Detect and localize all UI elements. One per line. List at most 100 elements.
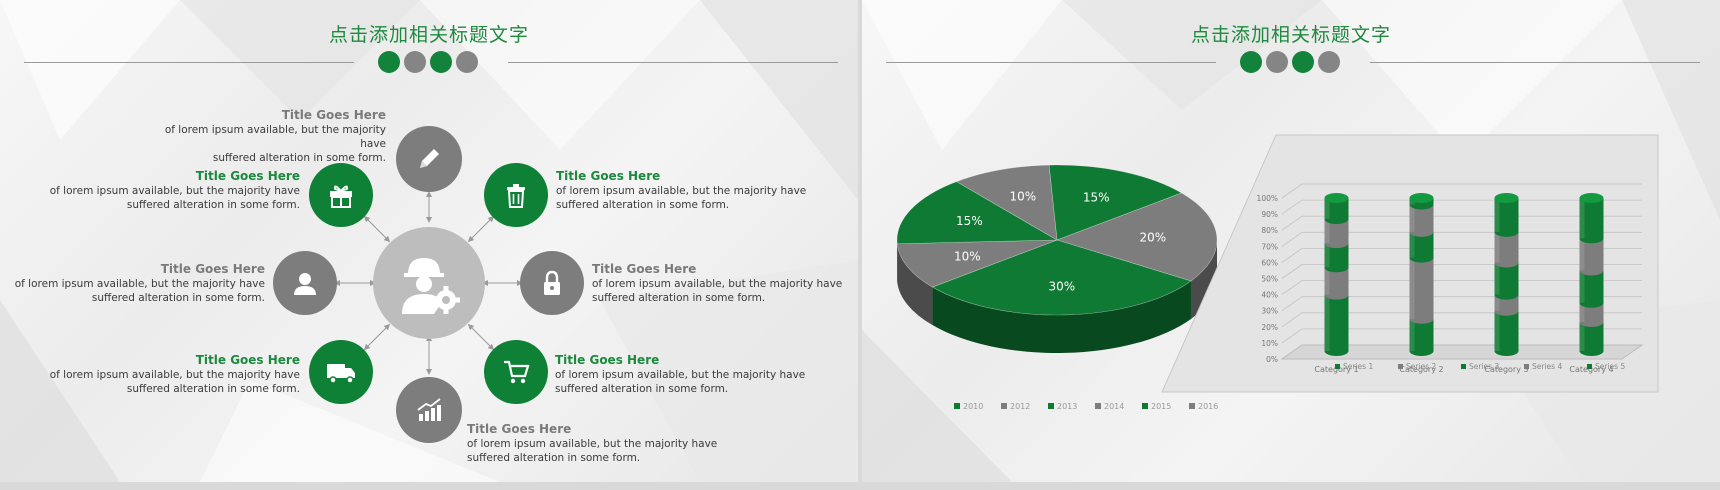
bar-y-tick-label: 70% — [1261, 242, 1278, 251]
dot-green — [378, 51, 400, 73]
bar-segment-highlight — [1494, 231, 1500, 263]
item-upper-right-text: Title Goes Here of lorem ipsum available… — [556, 169, 816, 212]
bar-legend-swatch — [1587, 364, 1592, 369]
bar-segment-highlight — [1579, 302, 1585, 323]
bar-column: Category 2 — [1399, 193, 1444, 374]
pie-slice-label: 20% — [1140, 231, 1167, 245]
slide-left: 点击添加相关标题文字 — [0, 0, 858, 482]
slide-title: 点击添加相关标题文字 — [328, 24, 529, 46]
bar-gridline-side — [1281, 183, 1303, 199]
worker-gear-icon — [402, 258, 460, 314]
item-upper-left-text: Title Goes Here of lorem ipsum available… — [40, 169, 300, 212]
truck-icon — [327, 364, 355, 384]
bar-segment-highlight — [1324, 294, 1330, 351]
title-rule-right — [1370, 62, 1700, 63]
title-rule-left — [886, 62, 1216, 63]
bar-legend-label: Series 1 — [1343, 362, 1373, 371]
bar-category-label: Category 1 — [1314, 365, 1358, 374]
item-body: of lorem ipsum available, but the majori… — [592, 278, 843, 290]
bar-segment — [1324, 198, 1349, 224]
bar-segment-highlight — [1494, 294, 1500, 311]
item-lower-right-text: Title Goes Here of lorem ipsum available… — [555, 353, 815, 396]
node-upper-right — [484, 163, 548, 227]
bar-segment — [1494, 231, 1519, 268]
bar-y-tick-label: 20% — [1261, 323, 1278, 332]
pie-legend-label: 2016 — [1198, 402, 1218, 411]
item-body: suffered alteration in some form. — [212, 152, 386, 164]
bar-legend-swatch — [1524, 364, 1529, 369]
pie-slice-side — [932, 280, 1191, 353]
bar-segment-highlight — [1409, 204, 1415, 232]
pie-chart: 15%20%30%10%15%10%2010 2012 2013 2014 2015 20… — [896, 164, 1218, 411]
pie-legend-label: 2013 — [1057, 402, 1077, 411]
bar-legend-label: Series 3 — [1469, 362, 1499, 371]
user-icon — [294, 273, 316, 295]
node-lower-left — [309, 340, 373, 404]
bar-y-tick-label: 30% — [1261, 307, 1278, 316]
item-body: suffered alteration in some form. — [91, 292, 265, 304]
bar-segment — [1409, 318, 1434, 357]
bar-segment-highlight — [1579, 322, 1585, 351]
bar-segment — [1409, 257, 1434, 324]
item-body: suffered alteration in some form. — [126, 199, 300, 211]
pie-legend-label: 2010 — [963, 402, 983, 411]
bar-segment — [1324, 267, 1349, 300]
bar-segment — [1579, 322, 1604, 357]
bar-segment-highlight — [1579, 238, 1585, 271]
bar-gridline-side — [1281, 248, 1303, 263]
bar-segment — [1409, 231, 1434, 263]
bar-column: Category 4 — [1569, 193, 1614, 374]
bar-top-cap — [1324, 193, 1349, 204]
bar-legend-label: Series 2 — [1406, 362, 1436, 371]
pie-legend-swatch — [1189, 403, 1195, 409]
bar-segment — [1579, 198, 1604, 244]
pie-slice-label: 10% — [954, 250, 981, 264]
bar-y-tick-label: 100% — [1257, 194, 1278, 203]
bar-segment-highlight — [1409, 318, 1415, 351]
bar-segment — [1579, 302, 1604, 328]
pie-slice-label: 30% — [1048, 279, 1075, 293]
pie-slice-side — [1190, 240, 1217, 319]
bar-legend-swatch — [1461, 364, 1466, 369]
item-top-text: Title Goes Here of lorem ipsum available… — [140, 108, 386, 165]
bar-y-tick-label: 40% — [1261, 291, 1278, 300]
bar-segment-highlight — [1409, 231, 1415, 258]
pie-legend-swatch — [1142, 403, 1148, 409]
title-dots — [1240, 51, 1340, 73]
item-body: of lorem ipsum available, but the majori… — [467, 438, 718, 450]
center-hub — [373, 227, 485, 339]
bar-column: Category 1 — [1314, 193, 1359, 374]
dot-green — [1292, 51, 1314, 73]
bar-y-tick-label: 50% — [1261, 275, 1278, 284]
bar-floor — [1280, 344, 1644, 360]
item-heading: Title Goes Here — [556, 169, 661, 183]
pie-legend-label: 2015 — [1151, 402, 1171, 411]
bar-segment-highlight — [1324, 243, 1330, 268]
item-right-text: Title Goes Here of lorem ipsum available… — [592, 262, 852, 305]
bar-gridline-side — [1281, 231, 1303, 247]
node-lower-right — [484, 340, 548, 404]
item-body: of lorem ipsum available, but the majori… — [556, 185, 807, 197]
bar-gridline-side — [1281, 199, 1303, 215]
item-heading: Title Goes Here — [467, 422, 572, 436]
bar-category-label: Category 3 — [1484, 365, 1528, 374]
item-heading: Title Goes Here — [195, 169, 300, 183]
bar-gridline-side — [1281, 296, 1303, 312]
bar-legend-label: Series 4 — [1532, 362, 1562, 371]
bar-segment-highlight — [1324, 267, 1330, 295]
pie-slice — [955, 164, 1058, 241]
item-heading: Title Goes Here — [592, 262, 697, 276]
bar-top-cap — [1494, 193, 1519, 204]
pie-slice — [1048, 164, 1183, 241]
node-bottom — [396, 377, 462, 443]
bar-segment-highlight — [1324, 198, 1330, 219]
bar-segment-highlight — [1494, 198, 1500, 232]
bar-gridline-side — [1281, 328, 1303, 344]
node-left — [273, 251, 337, 315]
title-dots — [378, 51, 478, 73]
node-top — [396, 126, 462, 192]
pie-legend-swatch — [1048, 403, 1054, 409]
item-body: suffered alteration in some form. — [556, 199, 730, 211]
title-rule-left — [24, 62, 354, 63]
dot-grey — [1266, 51, 1288, 73]
